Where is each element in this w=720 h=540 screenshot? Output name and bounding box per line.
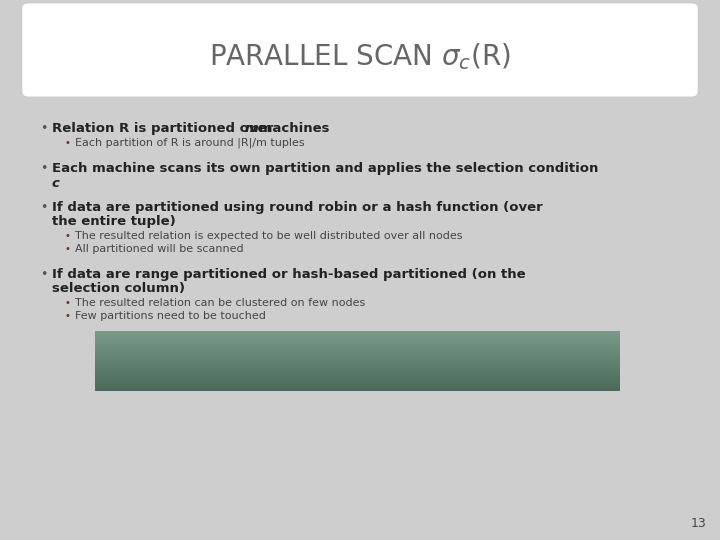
Text: •: • (40, 122, 48, 135)
Text: •: • (64, 244, 70, 254)
Text: All partitions will be touched: All partitions will be touched (116, 356, 318, 369)
Text: •: • (40, 162, 48, 175)
Text: •: • (64, 311, 70, 321)
Text: selection column): selection column) (52, 282, 185, 295)
Text: Each partition of R is around |R|/m tuples: Each partition of R is around |R|/m tupl… (75, 138, 305, 149)
Text: •: • (105, 356, 112, 366)
Text: •: • (64, 298, 70, 308)
Text: If data are partitioned using round robin or a hash function (over: If data are partitioned using round robi… (52, 201, 543, 214)
Text: c: c (52, 177, 60, 190)
Text: machines: machines (254, 122, 330, 135)
Text: •: • (105, 373, 112, 383)
Text: The resulted relation is expected to be well distributed over all nodes: The resulted relation is expected to be … (75, 231, 462, 241)
Text: Parallel Projection is also straightforward: Parallel Projection is also straightforw… (116, 339, 408, 352)
Text: Relation R is partitioned over: Relation R is partitioned over (52, 122, 278, 135)
Text: All partitioned will be scanned: All partitioned will be scanned (75, 244, 243, 254)
Text: If data are range partitioned or hash-based partitioned (on the: If data are range partitioned or hash-ba… (52, 268, 526, 281)
Text: PARALLEL SCAN $\sigma_c$(R): PARALLEL SCAN $\sigma_c$(R) (209, 41, 511, 72)
Text: •: • (64, 231, 70, 241)
Text: 13: 13 (690, 517, 706, 530)
Text: The resulted relation can be clustered on few nodes: The resulted relation can be clustered o… (75, 298, 365, 308)
Text: •: • (40, 268, 48, 281)
Text: •: • (105, 339, 112, 349)
Text: Each machine scans its own partition and applies the selection condition: Each machine scans its own partition and… (52, 162, 598, 175)
Text: •: • (40, 201, 48, 214)
Text: the entire tuple): the entire tuple) (52, 215, 176, 228)
Text: Few partitions need to be touched: Few partitions need to be touched (75, 311, 266, 321)
Text: Not sensitive to how data is partitioned: Not sensitive to how data is partitioned (116, 373, 395, 386)
Text: m: m (245, 122, 258, 135)
Text: •: • (64, 138, 70, 148)
